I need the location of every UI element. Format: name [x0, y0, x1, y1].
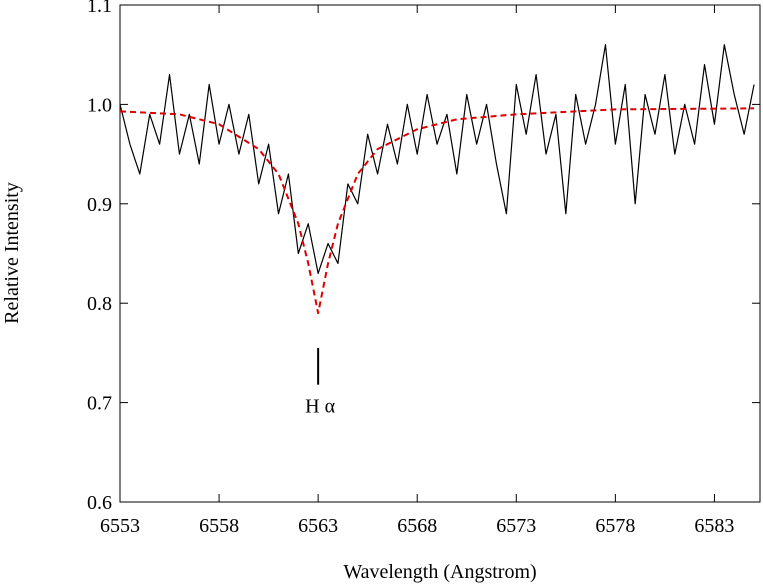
- x-tick-label: 6583: [694, 515, 734, 537]
- x-tick-label: 6578: [595, 515, 635, 537]
- plot-frame: [119, 4, 761, 503]
- x-tick-label: 6563: [298, 515, 338, 537]
- annotation: H α: [305, 396, 335, 418]
- x-tick-label: 6553: [100, 515, 140, 537]
- y-tick-label: 0.7: [87, 393, 112, 415]
- x-tick-label: 6573: [496, 515, 536, 537]
- line-model: [119, 107, 755, 315]
- y-tick-label: 0.8: [87, 293, 112, 315]
- y-axis-label: Relative Intensity: [1, 182, 23, 324]
- y-tick-label: 1.1: [87, 0, 112, 17]
- x-tick-label: 6568: [397, 515, 437, 537]
- x-axis-label: Wavelength (Angstrom): [343, 561, 536, 583]
- line-observed: [119, 44, 755, 274]
- x-tick-label: 6558: [199, 515, 239, 537]
- y-tick-label: 0.9: [87, 194, 112, 216]
- y-tick-label: 0.6: [87, 492, 112, 514]
- y-tick-label: 1.0: [87, 94, 112, 116]
